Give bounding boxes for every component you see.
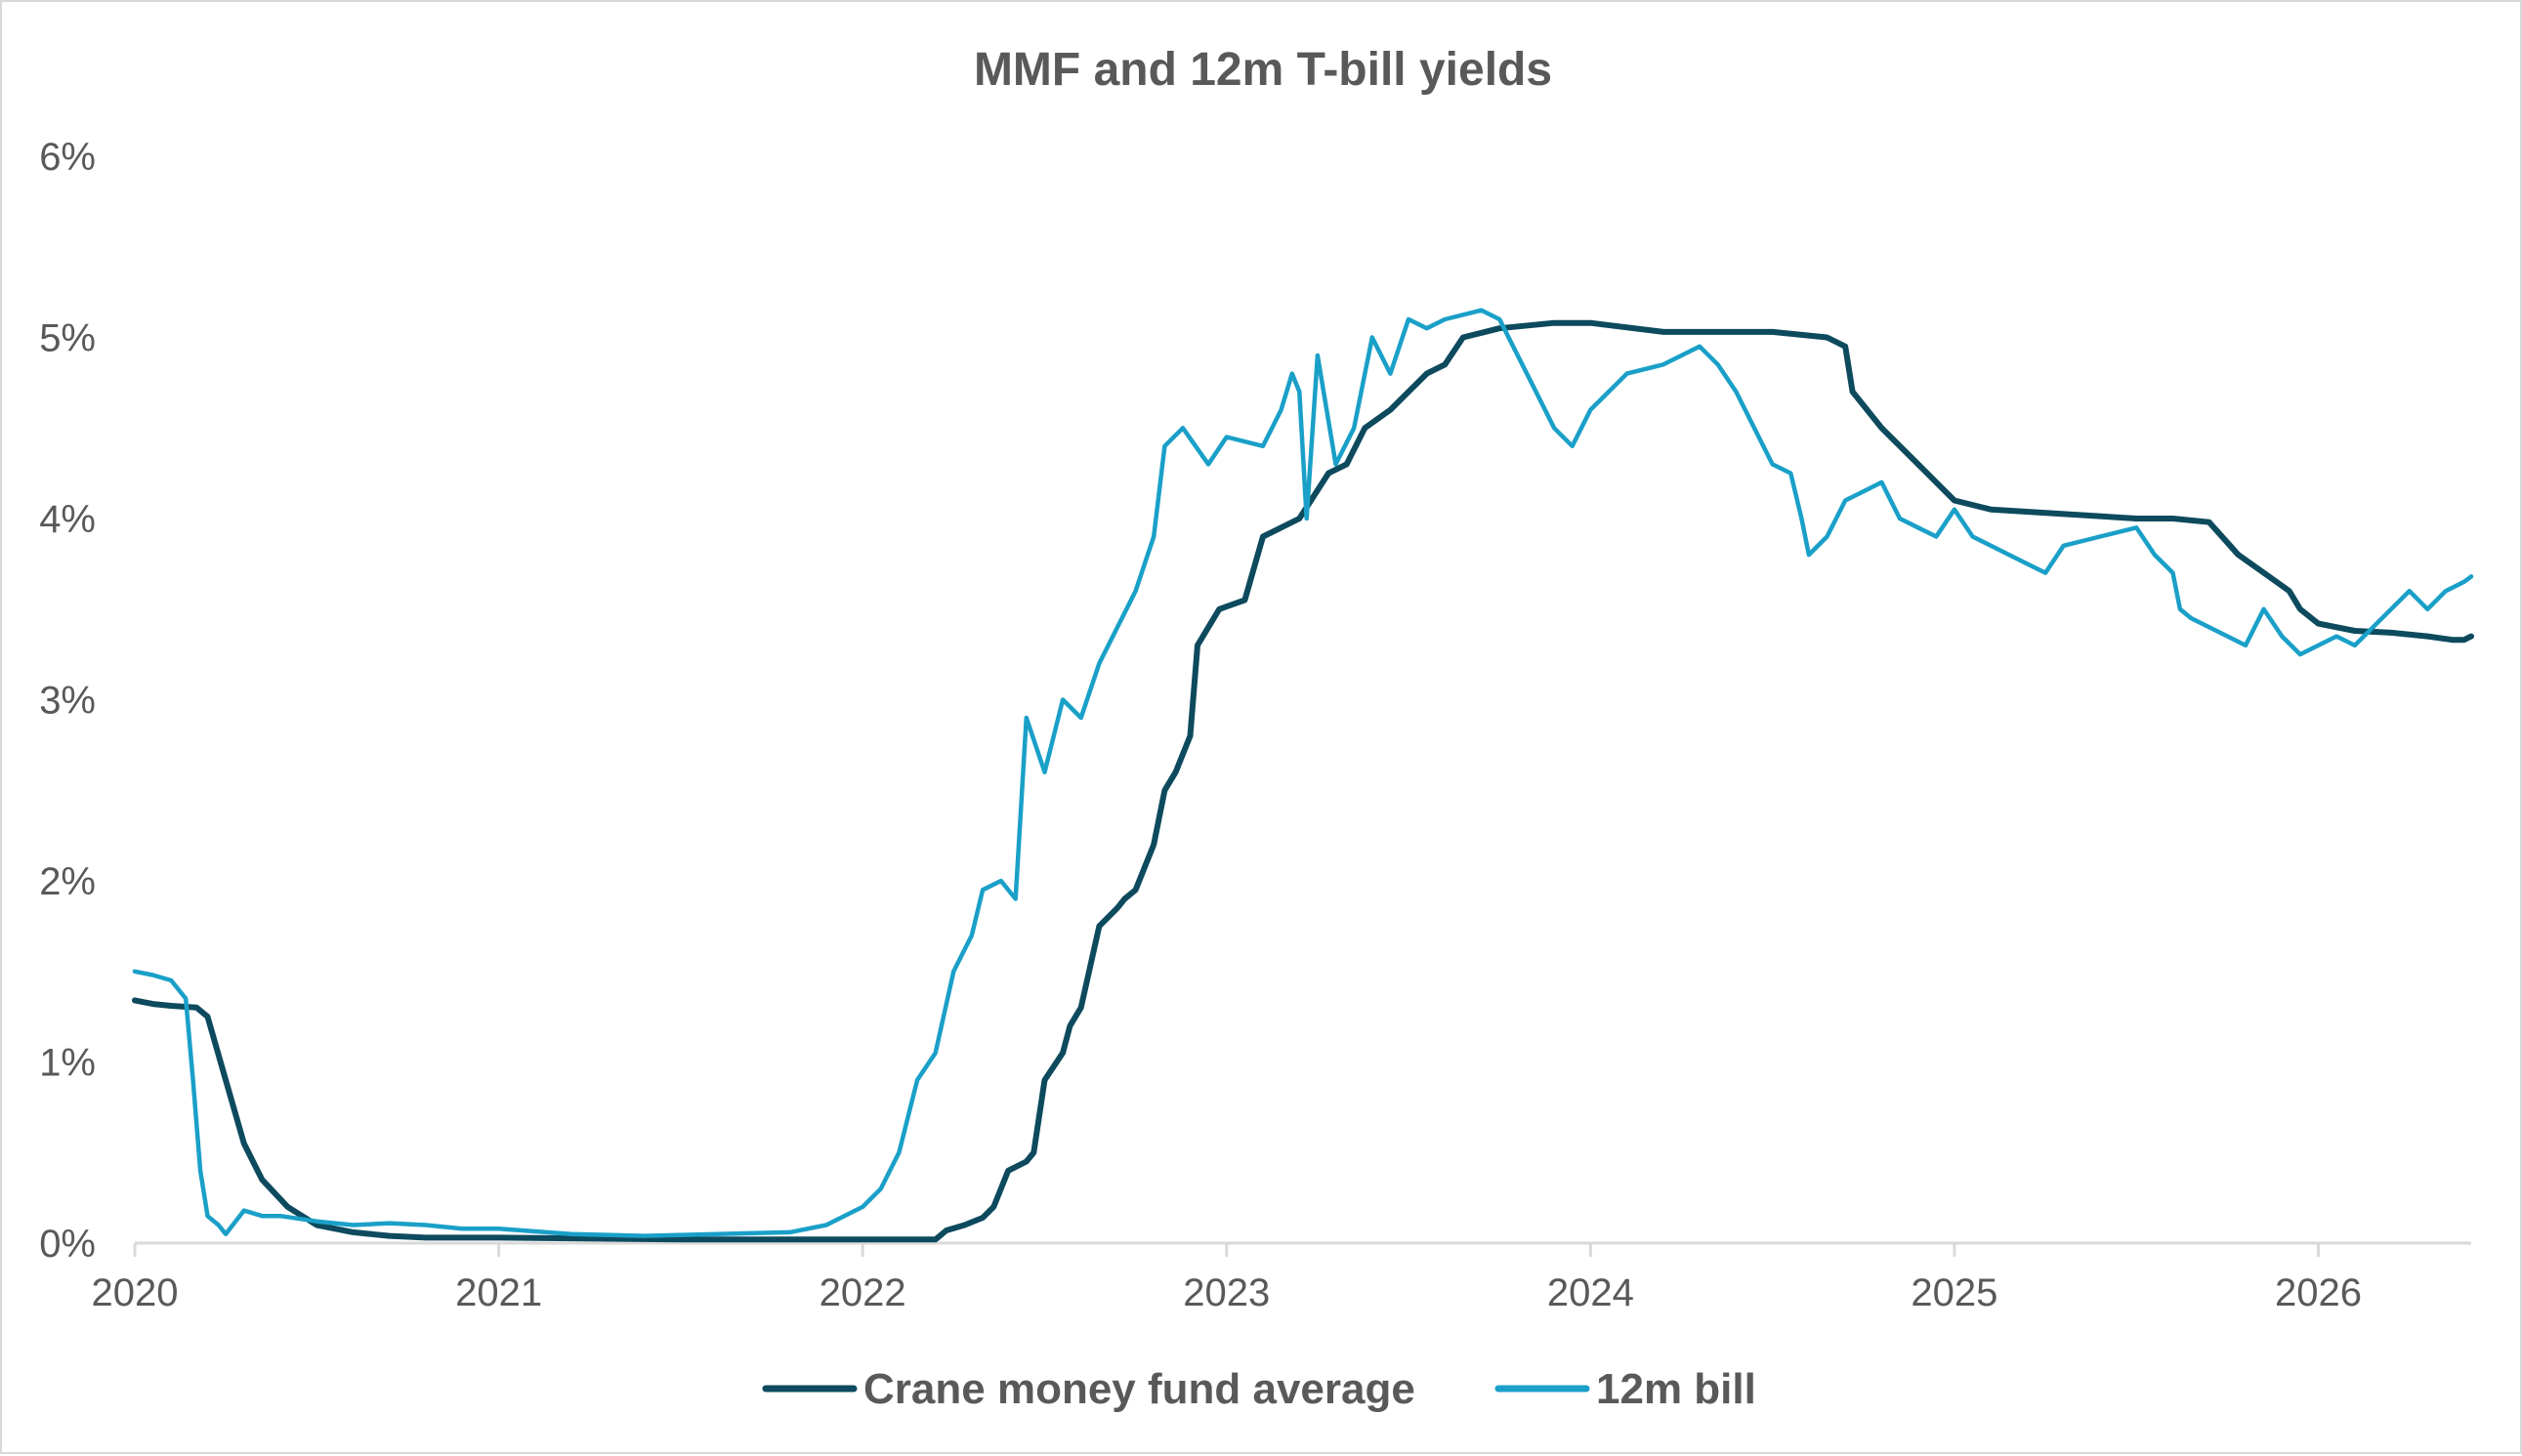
x-tick-label: 2026 (2275, 1271, 2362, 1314)
x-tick-label: 2020 (92, 1271, 179, 1314)
x-tick-label: 2025 (1911, 1271, 1997, 1314)
x-tick-label: 2021 (455, 1271, 542, 1314)
y-tick-label: 6% (39, 136, 96, 179)
x-tick-label: 2023 (1183, 1271, 1270, 1314)
legend-entry-12m-bill-label: 12m bill (1596, 1365, 1756, 1413)
x-tick-label: 2022 (820, 1271, 906, 1314)
y-tick-label: 4% (39, 498, 96, 541)
y-tick-label: 3% (39, 680, 96, 723)
x-tick-label: 2024 (1547, 1271, 1634, 1314)
legend: Crane money fund average 12m bill (762, 1365, 1756, 1413)
chart-title: MMF and 12m T-bill yields (974, 44, 1552, 96)
y-tick-label: 0% (39, 1223, 96, 1266)
y-axis-ticks: 0% 1% 2% 3% 4% 5% 6% (39, 136, 96, 1266)
y-tick-label: 2% (39, 860, 96, 903)
series-line-crane-money-fund-average (132, 319, 2474, 1243)
x-axis: 2020 2021 2022 2023 2024 2025 2026 (92, 1241, 2471, 1314)
series-lines (132, 308, 2474, 1243)
y-tick-label: 1% (39, 1042, 96, 1085)
legend-entry-crane-label: Crane money fund average (863, 1365, 1415, 1413)
series-line-12m-bill (132, 308, 2474, 1238)
y-tick-label: 5% (39, 317, 96, 360)
